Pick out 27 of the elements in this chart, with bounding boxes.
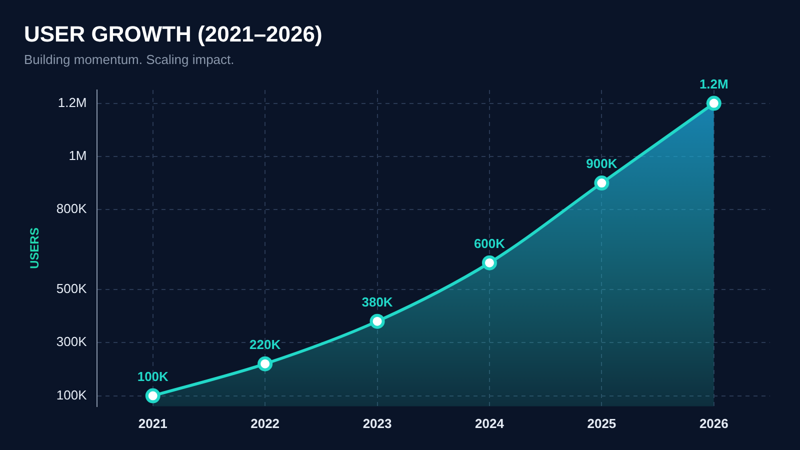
point: [145, 388, 160, 404]
y-tick-label: 500K: [56, 280, 88, 296]
y-axis-title: USERS: [28, 228, 42, 269]
x-tick-label: 2026: [699, 416, 728, 431]
data-label: 600K: [474, 236, 506, 251]
data-label: 380K: [362, 294, 394, 310]
point: [594, 176, 610, 191]
y-tick-label: 300K: [56, 334, 88, 350]
data-label: 220K: [250, 336, 282, 352]
x-tick-label: 2023: [362, 416, 392, 431]
x-tick-label: 2024: [475, 416, 505, 431]
y-tick-label: 100K: [56, 387, 88, 402]
point: [482, 255, 497, 270]
point: [706, 96, 722, 111]
y-tick-label: 1M: [68, 148, 87, 164]
data-label: 100K: [137, 368, 170, 384]
y-tick-label: 800K: [56, 201, 88, 216]
x-tick-label: 2025: [587, 416, 616, 431]
chart-subtitle: Building momentum. Scaling impact.: [24, 52, 234, 67]
point: [370, 314, 385, 329]
chart-title: USER GROWTH (2021–2026): [24, 21, 322, 46]
point: [258, 356, 273, 372]
x-tick-label: 2021: [138, 416, 168, 431]
x-tick-label: 2022: [250, 416, 280, 431]
data-label: 900K: [586, 156, 618, 172]
y-tick-label: 1.2M: [58, 94, 87, 110]
data-label: 1.2M: [699, 76, 728, 92]
